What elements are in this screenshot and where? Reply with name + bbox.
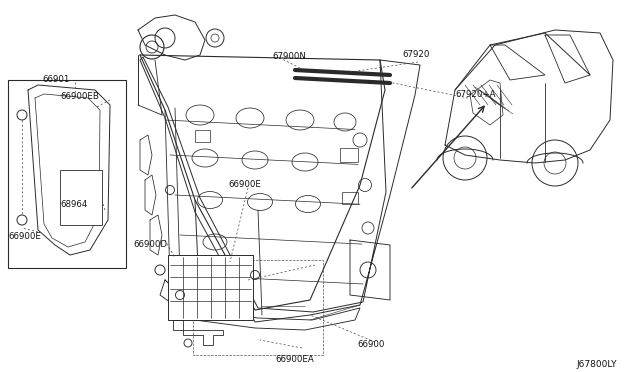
Bar	[342, 192, 358, 204]
Text: 66900E: 66900E	[8, 232, 41, 241]
Text: 67900N: 67900N	[272, 52, 306, 61]
Text: 66900: 66900	[357, 340, 385, 349]
Text: 66900E: 66900E	[228, 180, 261, 189]
Bar	[8, 80, 126, 268]
Bar	[195, 130, 210, 142]
Text: 68964: 68964	[60, 200, 88, 209]
Bar	[60, 170, 102, 225]
Bar	[168, 255, 253, 320]
Text: 67920+A: 67920+A	[455, 90, 495, 99]
Text: 67920: 67920	[402, 50, 429, 59]
Text: 66900EA: 66900EA	[275, 355, 314, 364]
Text: 66900EB: 66900EB	[60, 92, 99, 101]
Text: 66900D: 66900D	[133, 240, 167, 249]
Bar	[340, 148, 358, 162]
Bar	[193, 260, 323, 355]
Text: J67800LY: J67800LY	[577, 360, 617, 369]
Text: 66901: 66901	[42, 75, 69, 84]
